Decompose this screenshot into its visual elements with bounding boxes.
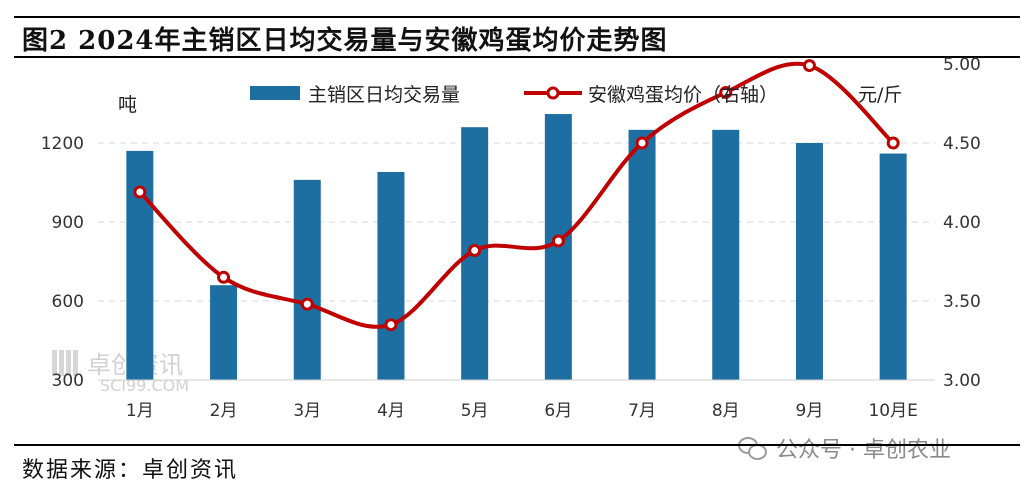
right-axis-unit: 元/斤 [858,84,902,106]
legend: 主销区日均交易量 安徽鸡蛋均价（右轴） [250,84,778,106]
right-tick-label: 3.00 [943,371,981,391]
bar [879,153,907,380]
legend-bar-swatch [250,86,300,100]
axes: 300 600 900 1200 3.00 3.50 4.00 4.50 5.00 1月 2月 3月 4… [41,55,981,421]
x-tick-label: 3月 [293,401,321,421]
wechat-icon [738,437,768,460]
wechat-label: 公众号 · 卓创农业 [776,438,951,463]
left-tick-label: 1200 [41,134,84,154]
right-tick-label: 5.00 [943,55,981,75]
line-point [300,297,314,311]
line-point [551,234,565,248]
x-tick-label: 1月 [126,401,154,421]
x-tick-label: 2月 [210,401,238,421]
legend-bar-label: 主销区日均交易量 [308,84,460,106]
left-tick-label: 600 [52,292,84,312]
bar [293,179,321,380]
line-series [133,59,900,332]
line-point [468,243,482,257]
grid-lines [98,142,935,302]
line-point [802,59,816,73]
right-tick-label: 3.50 [943,292,981,312]
right-tick-label: 4.00 [943,213,981,233]
watermark-logo-icon [52,349,78,376]
line-point [133,185,147,199]
line-point [384,318,398,332]
top-rule [14,16,1020,18]
bar [210,285,238,380]
chart-title: 图2 2024年主销区日均交易量与安徽鸡蛋均价走势图 [22,26,668,56]
line-point [886,136,900,150]
title-rule [14,56,1020,58]
data-source: 数据来源：卓创资讯 [22,458,239,483]
price-line [138,61,895,329]
wechat-tag: 公众号 · 卓创农业 [738,432,951,464]
x-tick-label: 8月 [712,401,740,421]
bottom-rule [14,444,1020,446]
legend-line-label: 安徽鸡蛋均价（右轴） [588,84,778,106]
legend-line-marker [546,86,560,100]
watermark-site: SCI99.COM [100,376,190,395]
bar [712,129,740,380]
bar [795,143,823,380]
x-tick-label: 6月 [544,401,572,421]
left-tick-label: 300 [52,371,84,391]
x-tick-label: 4月 [377,401,405,421]
x-tick-label: 10月E [868,401,917,421]
x-tick-label: 7月 [628,401,656,421]
line-point [719,85,733,99]
x-tick-label: 5月 [461,401,489,421]
bar [377,171,405,380]
right-tick-label: 4.50 [943,134,981,154]
bar [628,129,656,380]
left-tick-label: 900 [52,213,84,233]
bar [126,150,154,380]
line-point [635,136,649,150]
line-point [217,270,231,284]
left-axis-unit: 吨 [118,94,137,116]
x-tick-label: 9月 [796,401,824,421]
